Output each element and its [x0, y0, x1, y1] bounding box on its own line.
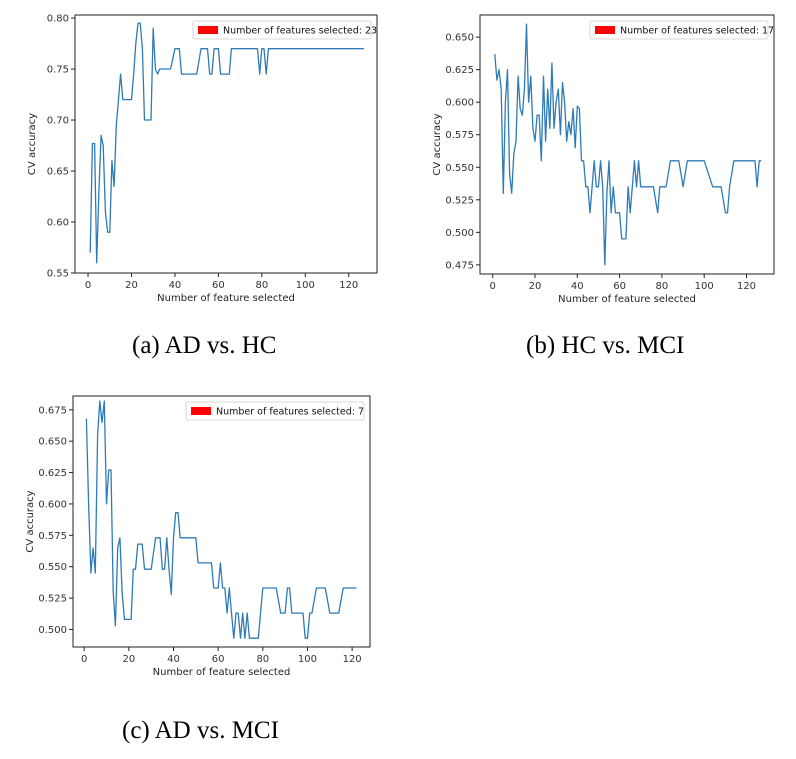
chart-ad-vs-mci: 0 20 40 60 80 100 120 0.500 0.525 0.550 0.575 0.600… [25, 395, 371, 678]
y-tick-label: 0.525 [38, 594, 67, 605]
x-axis-label: Number of feature selected [153, 667, 291, 678]
x-tick-label: 20 [125, 280, 138, 291]
y-tick-label: 0.80 [47, 14, 69, 25]
y-tick-label: 0.525 [445, 195, 474, 206]
y-tick-label: 0.70 [47, 116, 69, 127]
chart-ad-vs-hc: 0 20 40 60 80 100 120 0.55 0.60 0.65 0.70 0.75 0.80 N… [27, 14, 378, 304]
plot-frame [72, 395, 371, 648]
y-tick-label: 0.55 [47, 269, 69, 280]
x-tick-label: 80 [256, 654, 269, 665]
y-tick-label: 0.650 [38, 437, 67, 448]
legend-swatch [198, 26, 218, 34]
y-tick-label: 0.475 [445, 260, 474, 271]
y-tick-label: 0.675 [38, 405, 67, 416]
y-axis-label: CV accuracy [25, 490, 36, 552]
x-tick-label: 60 [613, 281, 626, 292]
x-tick-label: 80 [656, 281, 669, 292]
x-tick-label: 20 [122, 654, 135, 665]
plot-frame [74, 14, 378, 274]
x-tick-label: 80 [255, 280, 268, 291]
y-tick-label: 0.575 [38, 531, 67, 542]
y-axis-label: CV accuracy [27, 113, 38, 175]
x-tick-label: 20 [529, 281, 542, 292]
series-line [85, 400, 357, 639]
x-tick-label: 100 [695, 281, 714, 292]
x-tick-label: 40 [571, 281, 584, 292]
y-axis-label: CV accuracy [432, 113, 443, 175]
legend-label: Number of features selected: 23 [223, 26, 377, 37]
y-tick-label: 0.625 [445, 65, 474, 76]
x-tick-label: 0 [85, 280, 91, 291]
x-axis-label: Number of feature selected [157, 293, 295, 304]
legend-box [192, 20, 372, 40]
y-tick-label: 0.550 [38, 562, 67, 573]
chart-panel-ad-vs-hc: 0 20 40 60 80 100 120 0.55 0.60 0.65 0.70 0.75 0.80 N… [0, 0, 398, 372]
legend-label: Number of features selected: 17 [620, 26, 774, 37]
legend-box [589, 20, 769, 40]
legend-swatch [191, 407, 211, 415]
caption-hc-vs-mci: (b) HC vs. MCI [526, 332, 685, 359]
legend-box [185, 401, 365, 421]
x-tick-label: 120 [343, 654, 362, 665]
x-tick-label: 40 [167, 654, 180, 665]
y-tick-label: 0.625 [38, 468, 67, 479]
y-tick-label: 0.500 [445, 228, 474, 239]
caption-ad-vs-mci: (c) AD vs. MCI [122, 717, 279, 744]
y-tick-label: 0.600 [445, 98, 474, 109]
series-line [89, 22, 364, 264]
x-tick-label: 120 [737, 281, 756, 292]
x-tick-label: 0 [81, 654, 87, 665]
y-tick-label: 0.75 [47, 65, 69, 76]
x-tick-label: 40 [169, 280, 182, 291]
y-tick-label: 0.60 [47, 218, 69, 229]
x-tick-label: 0 [490, 281, 496, 292]
y-tick-label: 0.575 [445, 130, 474, 141]
chart-panel-ad-vs-mci: 0 20 40 60 80 100 120 0.500 0.525 0.550 0.575 0.600… [0, 380, 398, 759]
y-tick-label: 0.65 [47, 167, 69, 178]
series-line [494, 23, 762, 266]
x-tick-label: 100 [298, 654, 317, 665]
x-axis-label: Number of feature selected [558, 294, 696, 305]
x-tick-label: 120 [339, 280, 358, 291]
y-tick-label: 0.600 [38, 499, 67, 510]
chart-hc-vs-mci: 0 20 40 60 80 100 120 0.475 0.500 0.525 0.550 0.575… [432, 14, 775, 305]
legend-swatch [595, 26, 615, 34]
y-tick-label: 0.550 [445, 163, 474, 174]
x-tick-label: 60 [212, 654, 225, 665]
x-tick-label: 100 [296, 280, 315, 291]
x-tick-label: 60 [212, 280, 225, 291]
y-tick-label: 0.500 [38, 625, 67, 636]
y-tick-label: 0.650 [445, 33, 474, 44]
plot-frame [479, 14, 775, 275]
caption-ad-vs-hc: (a) AD vs. HC [132, 332, 277, 359]
chart-panel-hc-vs-mci: 0 20 40 60 80 100 120 0.475 0.500 0.525 0.550 0.575… [398, 0, 796, 372]
legend-label: Number of features selected: 7 [216, 407, 364, 418]
